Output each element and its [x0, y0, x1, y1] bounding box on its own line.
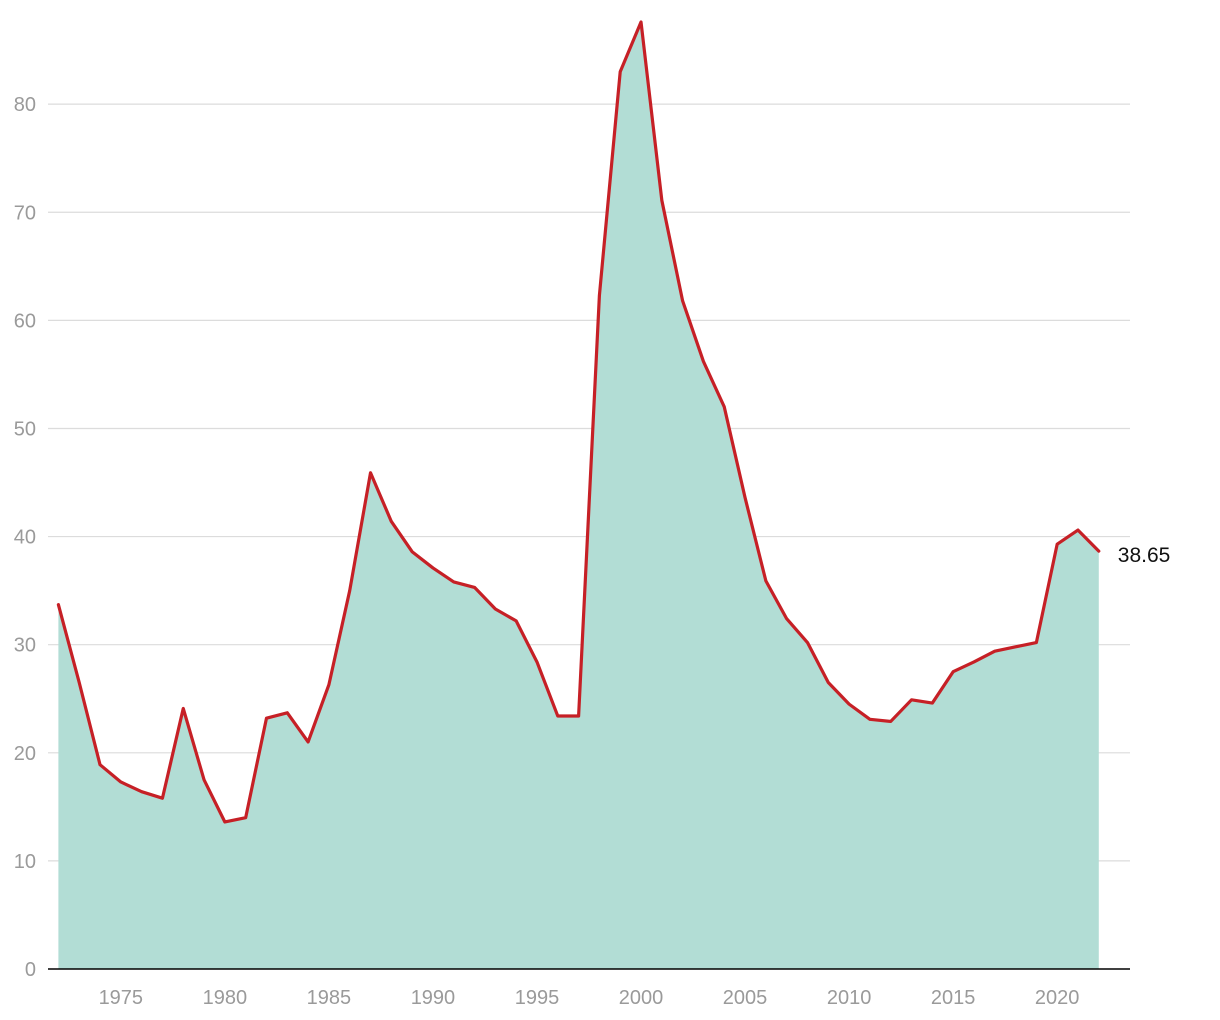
data-point-2011	[868, 717, 872, 721]
x-tick-label: 2010	[827, 987, 872, 1009]
y-tick-label: 20	[14, 743, 36, 765]
data-point-1992	[473, 585, 477, 589]
data-point-2012	[889, 719, 893, 723]
data-point-1985	[327, 683, 331, 687]
data-point-1988	[389, 519, 393, 523]
y-tick-label: 40	[14, 527, 36, 549]
x-tick-label: 1990	[411, 987, 456, 1009]
data-point-2004	[722, 405, 726, 409]
y-tick-label: 70	[14, 202, 36, 224]
data-point-1998	[597, 294, 601, 298]
y-tick-label: 80	[14, 94, 36, 116]
end-value-label: 38.65	[1118, 544, 1171, 567]
data-point-1984	[306, 740, 310, 744]
y-tick-label: 60	[14, 310, 36, 332]
data-point-2003	[701, 359, 705, 363]
x-tick-label: 1980	[203, 987, 248, 1009]
data-point-1991	[452, 580, 456, 584]
data-point-1987	[369, 471, 373, 475]
data-point-2020	[1055, 542, 1059, 546]
x-tick-label: 1995	[515, 987, 560, 1009]
data-point-2000	[639, 20, 643, 24]
data-point-1994	[514, 619, 518, 623]
data-point-1997	[577, 714, 581, 718]
data-point-2013	[910, 698, 914, 702]
data-point-1981	[244, 816, 248, 820]
x-axis-ticks: 1975 1980 1985 1990 1995 2000 2005 2010 2015 2020	[99, 987, 1080, 1009]
data-point-2006	[764, 579, 768, 583]
data-point-2019	[1034, 641, 1038, 645]
data-point-1975	[119, 780, 123, 784]
data-point-2017	[993, 649, 997, 653]
data-point-2009	[826, 681, 830, 685]
data-point-1983	[285, 711, 289, 715]
y-tick-label: 10	[14, 851, 36, 873]
data-point-2015	[951, 670, 955, 674]
data-point-1978	[181, 706, 185, 710]
data-point-2021	[1076, 528, 1080, 532]
data-point-1982	[264, 716, 268, 720]
data-point-1973	[77, 681, 81, 685]
y-axis-ticks: 0 10 20 30 40 50 60 70 80	[14, 94, 36, 981]
data-point-2016	[972, 660, 976, 664]
data-point-1980	[223, 820, 227, 824]
data-point-1996	[556, 714, 560, 718]
data-point-1990	[431, 566, 435, 570]
data-point-1979	[202, 778, 206, 782]
data-point-1972	[56, 603, 60, 607]
x-tick-label: 2015	[931, 987, 976, 1009]
data-point-1974	[98, 763, 102, 767]
data-point-2010	[847, 702, 851, 706]
data-point-2002	[681, 299, 685, 303]
data-point-1977	[160, 796, 164, 800]
y-tick-label: 50	[14, 418, 36, 440]
data-point-2022	[1097, 549, 1101, 553]
series-area	[58, 22, 1099, 969]
x-tick-label: 2005	[723, 987, 768, 1009]
y-tick-label: 30	[14, 635, 36, 657]
data-point-1989	[410, 550, 414, 554]
x-tick-label: 2000	[619, 987, 664, 1009]
data-point-2001	[660, 198, 664, 202]
x-tick-label: 1975	[99, 987, 144, 1009]
data-point-1993	[493, 607, 497, 611]
x-tick-label: 2020	[1035, 987, 1080, 1009]
data-point-1986	[348, 589, 352, 593]
y-tick-label: 0	[25, 959, 36, 981]
data-point-2008	[805, 641, 809, 645]
data-point-2007	[785, 617, 789, 621]
x-tick-label: 1985	[307, 987, 352, 1009]
data-point-2005	[743, 496, 747, 500]
series-line	[56, 20, 1101, 824]
data-point-1995	[535, 660, 539, 664]
data-point-2018	[1014, 645, 1018, 649]
data-point-1999	[618, 70, 622, 74]
data-point-2014	[930, 701, 934, 705]
data-point-1976	[140, 790, 144, 794]
